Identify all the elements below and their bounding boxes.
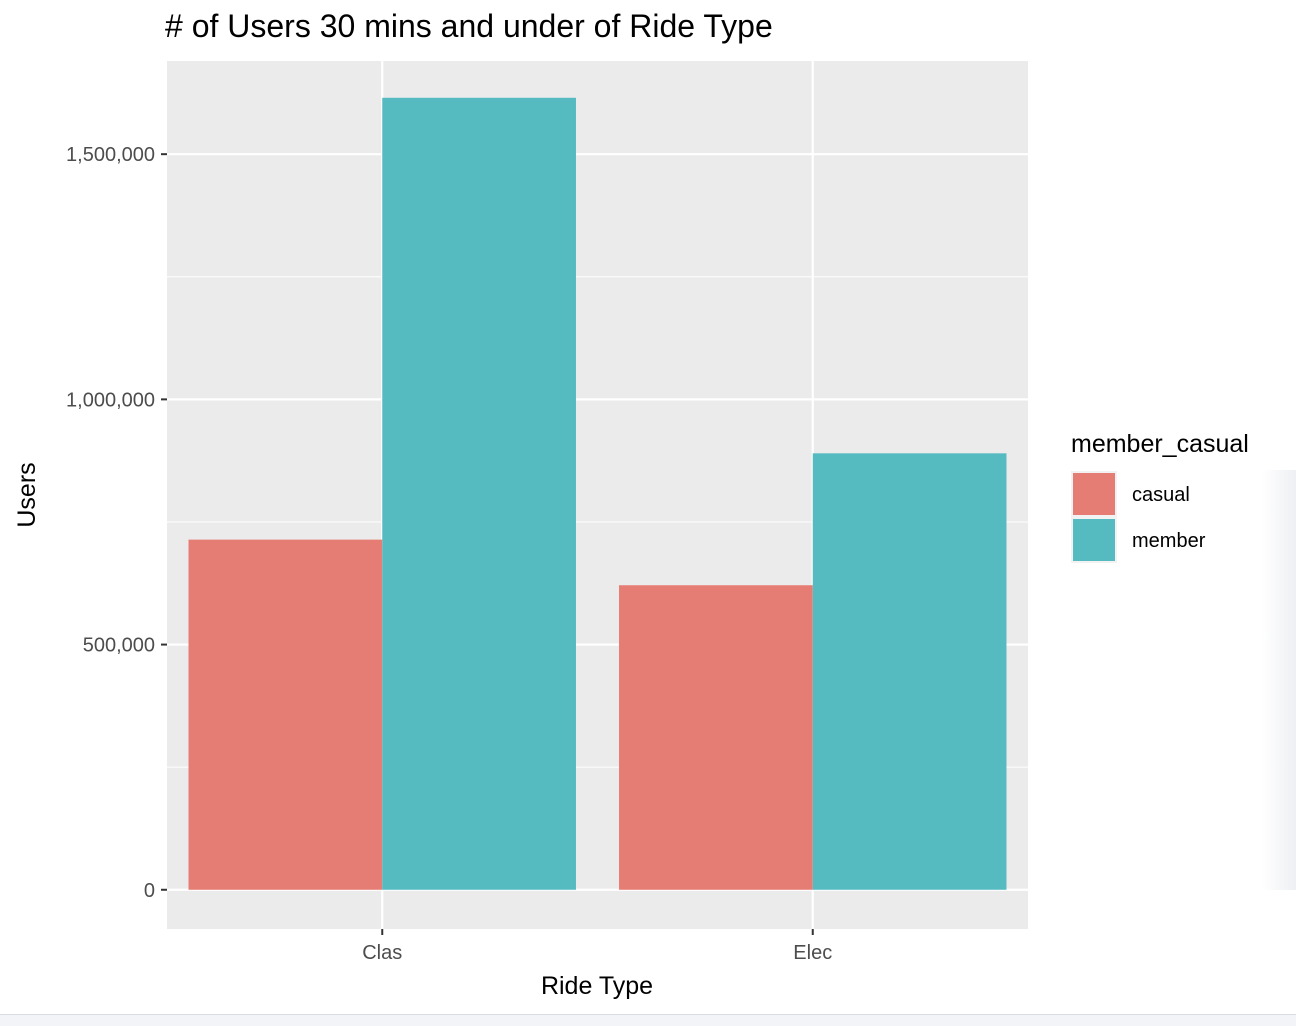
- y-tick-label: 1,500,000: [66, 144, 155, 166]
- bars: [188, 97, 1007, 890]
- legend-items: casual member: [1071, 471, 1206, 563]
- legend-label-member: member: [1132, 530, 1206, 552]
- x-axis-title: Ride Type: [541, 972, 653, 1000]
- y-tick-label: 0: [144, 880, 155, 902]
- legend-title: member_casual: [1071, 430, 1249, 458]
- chart-title: # of Users 30 mins and under of Ride Typ…: [165, 8, 773, 44]
- bar-member-elec: [812, 453, 1007, 890]
- x-tick-label: Elec: [793, 942, 832, 964]
- scroll-shadow: [1262, 470, 1296, 890]
- legend-swatch-member: [1073, 519, 1115, 561]
- bar-casual-clas: [188, 539, 383, 890]
- legend: member_casual casual member: [1071, 430, 1249, 563]
- window-bottom-edge: [0, 1014, 1296, 1026]
- axes: 0 500,000 1,000,000 1,500,000 Clas Elec: [66, 144, 832, 964]
- legend-label-casual: casual: [1132, 484, 1190, 506]
- bar-member-clas: [382, 97, 576, 890]
- bar-casual-elec: [619, 585, 813, 890]
- y-tick-label: 1,000,000: [66, 389, 155, 411]
- y-axis-title: Users: [13, 462, 41, 527]
- x-tick-label: Clas: [362, 942, 402, 964]
- legend-swatch-casual: [1073, 473, 1115, 515]
- y-tick-label: 500,000: [83, 635, 155, 657]
